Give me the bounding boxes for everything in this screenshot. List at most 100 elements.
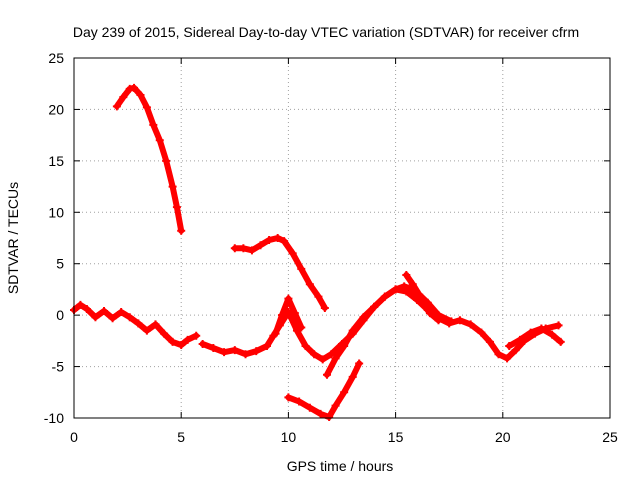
data-point: [526, 328, 535, 337]
series-line: [285, 360, 363, 420]
data-point: [125, 313, 134, 322]
data-point: [142, 326, 151, 335]
data-point: [318, 355, 327, 364]
data-point: [380, 292, 389, 301]
data-point: [537, 324, 546, 333]
data-point: [198, 339, 207, 348]
data-point: [125, 84, 134, 93]
x-axis-title: GPS time / hours: [287, 458, 394, 474]
series-arc-zero-band-a: [70, 300, 201, 349]
data-point: [548, 330, 557, 339]
data-point: [325, 412, 334, 421]
ticks: 0 5 10 15 20 25 -10 -5 0 5 10 15 20 25: [44, 50, 618, 445]
data-point: [295, 397, 304, 406]
data-point: [192, 331, 201, 340]
y-tick-label: 25: [48, 50, 64, 66]
data-point: [455, 316, 464, 325]
data-point: [76, 300, 85, 309]
data-point: [151, 320, 160, 329]
data-point: [301, 342, 310, 350]
x-tick-label: 5: [177, 429, 185, 445]
data-point: [494, 350, 503, 359]
data-point: [209, 344, 218, 353]
data-point: [265, 236, 274, 245]
data-point: [155, 136, 164, 145]
data-point: [142, 103, 151, 112]
data-point: [100, 307, 109, 316]
data-point: [149, 120, 158, 129]
data-point: [370, 302, 379, 311]
data-point: [160, 329, 169, 338]
data-point: [177, 226, 186, 235]
data-point: [434, 311, 443, 320]
data-point: [340, 342, 349, 350]
x-tick-label: 15: [388, 429, 404, 445]
series-line: [231, 235, 328, 311]
data-point: [292, 326, 301, 335]
data-point: [423, 298, 432, 307]
data-point: [288, 249, 297, 258]
data-point: [230, 346, 239, 355]
data-point: [112, 102, 121, 111]
data-point: [130, 83, 139, 92]
data-point: [466, 320, 475, 329]
x-tick-label: 25: [602, 429, 618, 445]
data-point: [331, 354, 340, 363]
data-point: [136, 91, 145, 100]
data-point: [297, 323, 306, 332]
data-point: [320, 303, 329, 312]
grid: [74, 58, 610, 418]
data-point: [447, 317, 456, 326]
series-arc-spike-late: [402, 271, 456, 326]
data-point: [400, 282, 409, 291]
y-tick-label: 15: [48, 153, 64, 169]
x-tick-label: 0: [70, 429, 78, 445]
data-point: [290, 309, 299, 318]
y-tick-label: 0: [56, 307, 64, 323]
data-point: [252, 347, 261, 356]
data-point: [554, 321, 563, 330]
y-tick-label: 5: [56, 256, 64, 272]
data-point: [168, 182, 177, 191]
series-arc-spike-mid: [271, 294, 306, 338]
series-line: [71, 301, 200, 348]
data-point: [503, 354, 512, 363]
data-point: [230, 244, 239, 253]
data-point: [515, 335, 524, 344]
series-line: [506, 325, 564, 349]
data-point: [511, 346, 520, 355]
data-point: [177, 340, 186, 349]
data-point: [280, 237, 289, 246]
data-point: [348, 326, 357, 335]
data-point: [359, 313, 368, 322]
data-point: [134, 319, 143, 328]
y-axis-title: SDTVAR / TECUs: [5, 182, 21, 294]
y-tick-label: -10: [44, 410, 64, 426]
data-point: [391, 285, 400, 294]
data-point: [305, 403, 314, 412]
x-tick-label: 20: [495, 429, 511, 445]
data-point: [273, 234, 282, 242]
series-arc-low-dip: [284, 359, 364, 421]
series-arc-mid-upper: [230, 234, 329, 312]
plot-frame: [73, 57, 611, 419]
series-arc-high-declining: [112, 83, 186, 235]
series-layer: [70, 83, 565, 421]
data-point: [310, 350, 319, 359]
data-point: [485, 337, 494, 346]
data-point: [415, 290, 424, 299]
data-point: [402, 271, 411, 280]
data-point: [477, 328, 486, 337]
data-point: [316, 409, 325, 418]
data-point: [305, 280, 314, 289]
data-point: [331, 401, 340, 410]
data-point: [119, 93, 128, 102]
data-point: [408, 280, 417, 289]
series-arc-tail: [505, 324, 565, 350]
data-point: [284, 393, 293, 402]
y-tick-label: 10: [48, 204, 64, 220]
data-point: [314, 292, 323, 301]
x-tick-label: 10: [281, 429, 297, 445]
data-point: [284, 294, 293, 303]
